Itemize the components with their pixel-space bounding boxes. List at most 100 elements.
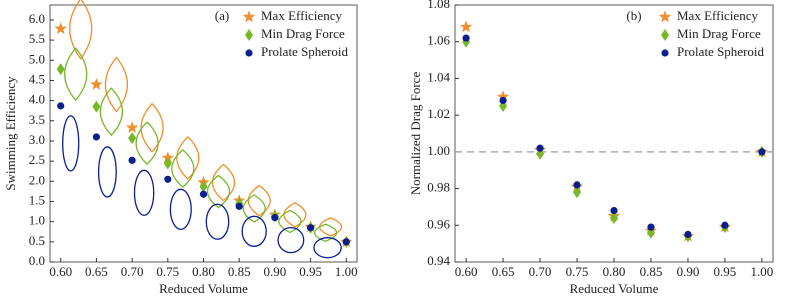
x-tick-label: 0.75 [156, 264, 179, 279]
circle-marker [684, 230, 692, 239]
diamond-marker [245, 29, 253, 41]
circle-marker [610, 207, 618, 215]
circle-marker [164, 175, 172, 183]
body-shape [277, 226, 305, 254]
x-tick-label: 0.80 [603, 264, 626, 279]
y-tick-label: 0.5 [29, 233, 45, 248]
legend: Max Efficiency Min Drag Force Prolate Sphe… [242, 8, 349, 59]
legend-label: Min Drag Force [677, 26, 761, 41]
y-tick-label: 0.96 [427, 216, 450, 231]
x-tick-label: 0.60 [49, 264, 72, 279]
circle-marker [758, 148, 766, 156]
x-tick-label: 0.90 [264, 264, 287, 279]
circle-marker [721, 221, 729, 229]
body-shape [241, 215, 267, 247]
panel: 0.60 0.65 0.70 0.75 0.80 0.85 0.90 0.95 1.00 0.94… [408, 0, 774, 296]
star-marker [125, 121, 139, 133]
body-shape [64, 47, 88, 102]
y-tick-label: 3.0 [29, 132, 45, 147]
body-shape [140, 102, 164, 153]
circle-marker [128, 156, 136, 164]
y-tick-label: 0.94 [427, 253, 450, 268]
circle-marker [462, 34, 470, 42]
diamond-marker [92, 100, 101, 113]
y-tick-label: 2.0 [29, 172, 45, 187]
y-tick-label: 6.0 [29, 11, 45, 26]
circle-marker [235, 202, 243, 210]
y-tick-label: 1.06 [427, 33, 450, 48]
x-tick-label: 0.95 [714, 264, 737, 279]
circle-marker [342, 238, 350, 246]
x-tick-label: 0.70 [121, 264, 144, 279]
star-marker [90, 77, 103, 90]
body-shape [135, 121, 159, 166]
legend-label: Prolate Spheroid [677, 44, 765, 59]
x-axis-label: Reduced Volume [570, 281, 659, 296]
x-axis-label: Reduced Volume [159, 281, 248, 296]
legend-label: Max Efficiency [677, 8, 758, 23]
y-tick-label: 3.5 [29, 112, 45, 127]
body-shape [99, 87, 124, 137]
diamond-marker [128, 132, 137, 145]
x-tick-label: 0.80 [192, 264, 215, 279]
legend-label: Min Drag Force [261, 26, 345, 41]
body-shape [176, 136, 200, 180]
body-shape [206, 174, 231, 209]
y-tick-label: 1.02 [427, 106, 450, 121]
diamond-marker [163, 157, 172, 170]
body-shape [247, 184, 271, 217]
x-tick-label: 0.65 [85, 264, 108, 279]
panel-label: (b) [626, 8, 641, 23]
x-tick-label: 0.85 [228, 264, 251, 279]
x-tick-label: 0.60 [455, 264, 478, 279]
body-shape [211, 163, 236, 202]
star-marker [459, 20, 473, 33]
y-tick-label: 0.98 [427, 180, 450, 195]
y-tick-label: 4.5 [29, 71, 45, 86]
x-tick-label: 0.90 [677, 264, 700, 279]
body-shape [69, 0, 93, 60]
circle-marker [271, 214, 279, 222]
body-shape [133, 169, 155, 216]
x-tick-label: 0.70 [529, 264, 552, 279]
body-shape [171, 149, 195, 188]
body-shape [104, 56, 128, 113]
y-axis-label: Normalized Drag Force [408, 72, 423, 196]
star-marker [496, 90, 510, 103]
y-tick-label: 2.5 [29, 152, 45, 167]
diamond-marker [610, 211, 618, 224]
body-shape [283, 202, 307, 228]
y-tick-label: 0.0 [29, 253, 45, 268]
body-shape [205, 203, 230, 240]
y-tick-label: 1.04 [427, 69, 450, 84]
circle-marker [499, 96, 507, 105]
body-shape [97, 146, 117, 198]
panel: 0.60 0.65 0.70 0.75 0.80 0.85 0.90 0.95 1.00 0.0 0… [3, 0, 358, 296]
circle-marker [92, 133, 101, 141]
body-shape [313, 237, 342, 259]
circle-marker [57, 102, 65, 110]
diamond-marker [573, 186, 582, 199]
panel-label: (a) [215, 8, 229, 23]
star-marker [54, 22, 67, 35]
x-tick-label: 0.85 [640, 264, 663, 279]
star-marker [658, 10, 672, 23]
body-shape [62, 115, 80, 172]
circle-marker [647, 223, 655, 231]
y-tick-label: 1.0 [29, 213, 45, 228]
y-tick-label: 1.08 [427, 0, 450, 11]
y-tick-label: 5.5 [29, 31, 45, 46]
star-marker [161, 151, 174, 164]
circle-marker [199, 190, 208, 198]
circle-marker [245, 49, 253, 57]
circle-marker [573, 181, 581, 189]
x-tick-label: 0.75 [566, 264, 589, 279]
diamond-marker [199, 180, 208, 193]
body-shape [318, 217, 343, 237]
legend: Max Efficiency Min Drag Force Prolate Sphe… [658, 8, 765, 59]
diamond-marker [56, 63, 65, 76]
y-tick-label: 1.00 [427, 143, 450, 158]
star-marker [242, 10, 256, 23]
circle-marker [536, 144, 544, 152]
